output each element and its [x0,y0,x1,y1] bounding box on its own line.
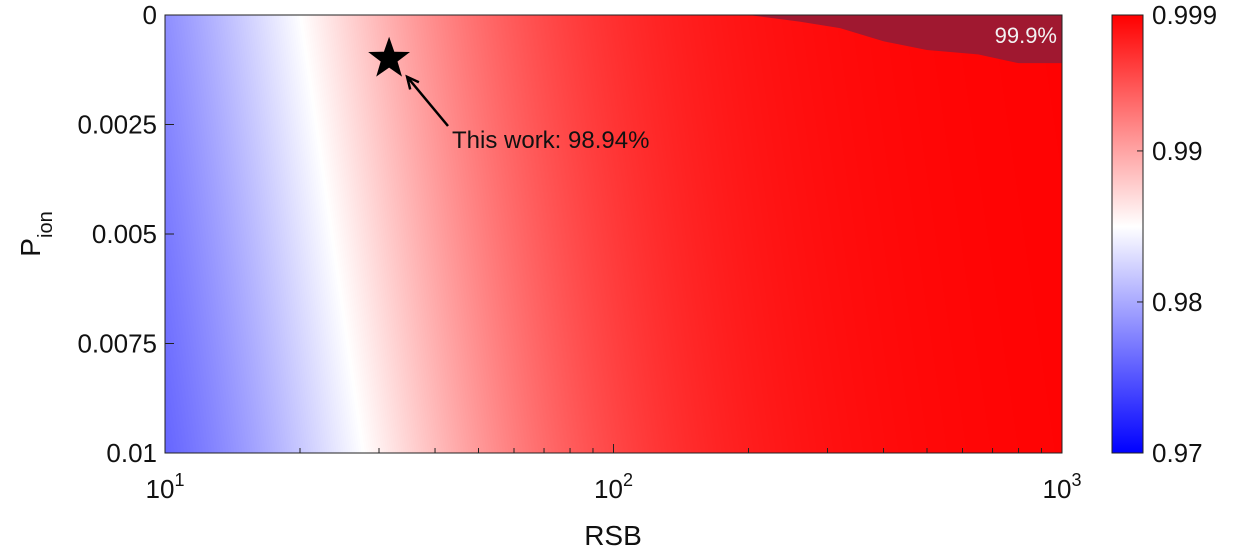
x-axis-label: RSB [584,520,642,551]
y-tick-label: 0.0025 [77,110,157,140]
y-tick-label: 0.005 [92,219,157,249]
y-axis-ticks: 0 0.0025 0.005 0.0075 0.01 [77,0,174,468]
colorbar [1111,14,1144,454]
colorbar-ticks: 0.97 0.98 0.99 0.999 [1137,0,1217,468]
colorbar-tick-label: 0.99 [1152,136,1203,166]
y-tick-label: 0 [143,0,157,30]
heatmap-image [165,15,1062,453]
annotation-arrow-head [405,74,420,90]
x-tick-label: 103 [1043,470,1082,504]
x-tick-label: 102 [594,470,633,504]
annotation-text: This work: 98.94% [452,127,649,154]
saturation-label: 99.9% [995,23,1057,48]
x-tick-label: 101 [146,470,185,504]
y-axis-label: Pion [15,211,57,256]
colorbar-tick-label: 0.98 [1152,287,1203,317]
saturation-region [748,15,1062,64]
annotation-arrow [406,76,449,127]
colorbar-tick-label: 0.97 [1152,438,1203,468]
star-marker [368,36,410,77]
y-tick-label: 0.0075 [77,329,157,359]
y-tick-label: 0.01 [106,438,157,468]
colorbar-tick-label: 0.999 [1152,0,1217,30]
x-axis-ticks: 101 102 103 [146,444,1082,504]
annotation: This work: 98.94% [368,36,649,154]
